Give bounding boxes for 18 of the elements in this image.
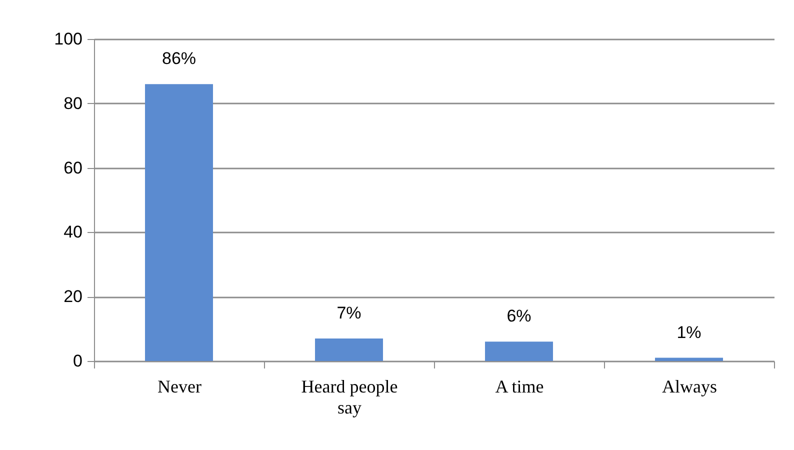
data-label: 1%: [676, 322, 702, 342]
y-tick-label: 60: [64, 158, 82, 178]
x-tick-label: A time: [495, 376, 544, 396]
data-label: 6%: [506, 306, 532, 326]
bar: [485, 342, 553, 361]
data-label: 7%: [336, 303, 362, 322]
data-label: 86%: [162, 49, 196, 68]
y-tick-label: 80: [64, 94, 82, 113]
x-tick-label: Always: [662, 376, 717, 396]
x-tick-label: Heard people say: [301, 376, 398, 418]
bar: [145, 84, 213, 361]
bar: [655, 358, 723, 361]
y-tick-label: 40: [64, 222, 82, 242]
y-tick-label: 0: [73, 352, 82, 370]
bar: [315, 338, 383, 361]
x-tick-label: Never: [158, 376, 202, 396]
y-tick-label: 20: [64, 287, 82, 306]
y-tick-label: 100: [54, 30, 82, 48]
